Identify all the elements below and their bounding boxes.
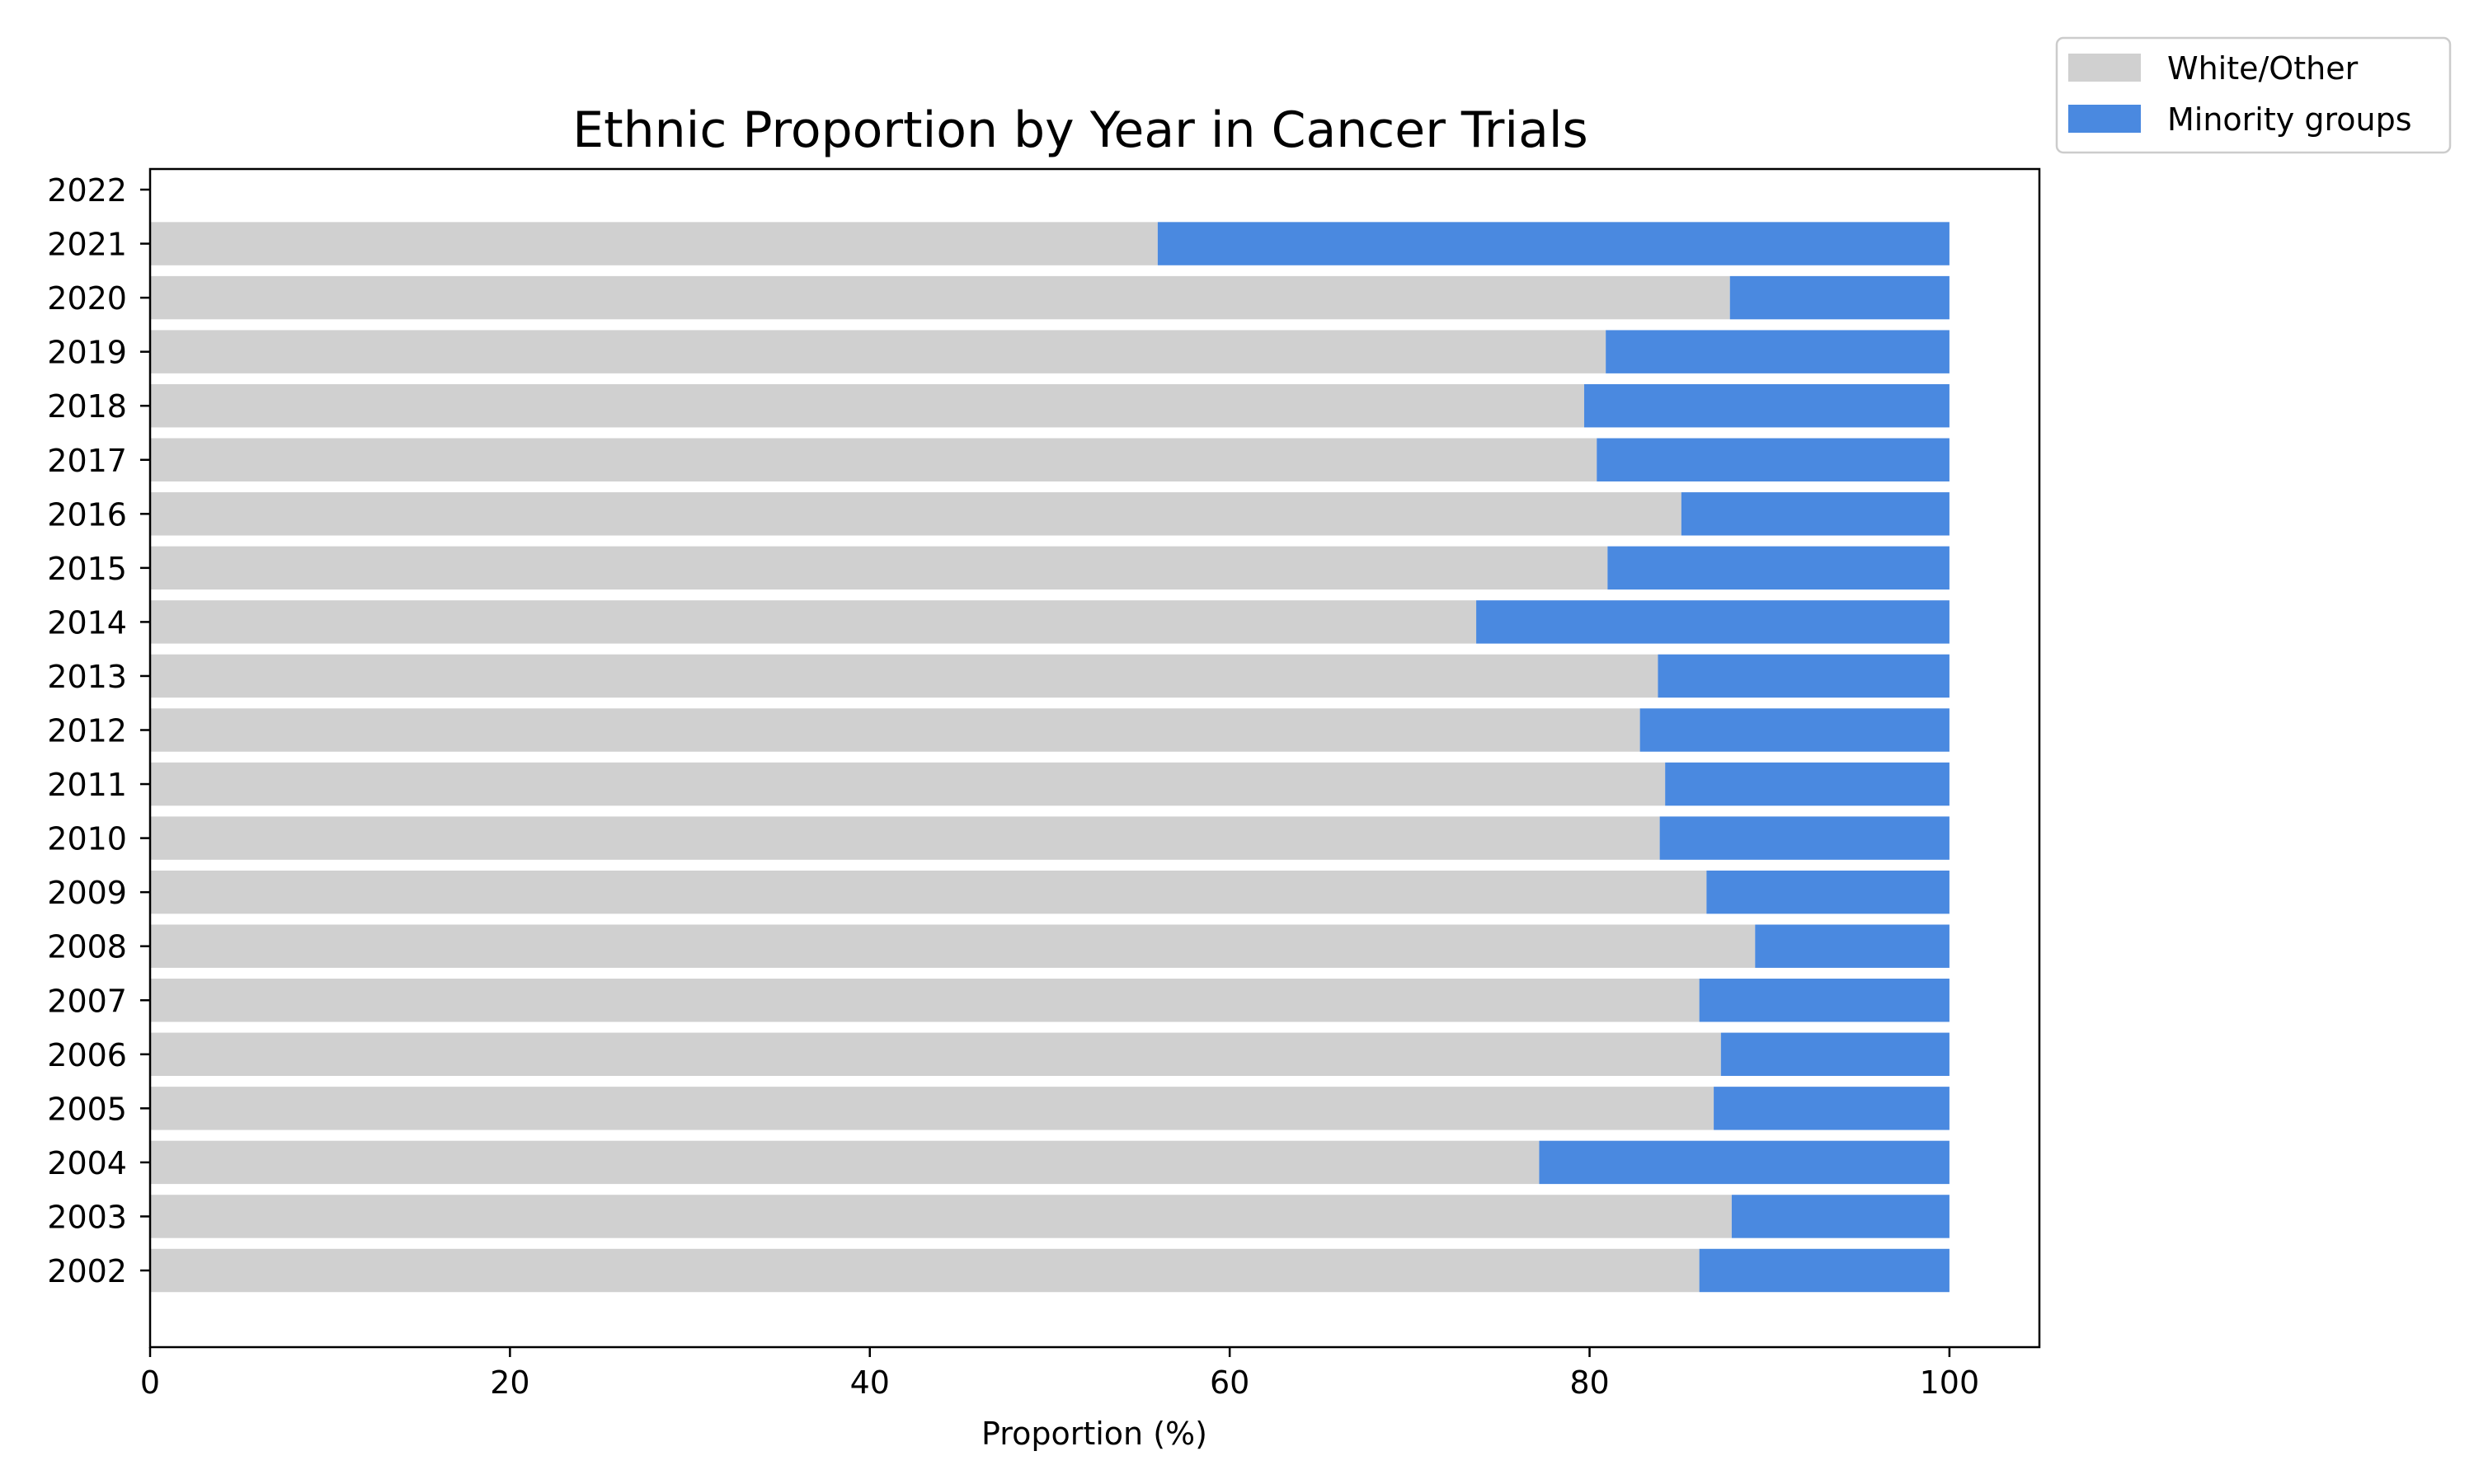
bar-minority-2003 (1731, 1195, 1950, 1238)
bar-minority-2005 (1714, 1087, 1950, 1130)
legend-box (2055, 36, 2452, 154)
y-tick-label: 2009 (47, 875, 127, 911)
bar-white-other-2005 (150, 1087, 1714, 1130)
bar-white-other-2008 (150, 924, 1756, 968)
bar-white-other-2003 (150, 1195, 1732, 1238)
y-tick-label: 2020 (47, 280, 127, 317)
bar-minority-2013 (1658, 654, 1950, 698)
bar-white-other-2013 (150, 654, 1658, 698)
y-tick-label: 2022 (47, 172, 127, 209)
y-tick-label: 2015 (47, 551, 127, 587)
y-tick-label: 2003 (47, 1199, 127, 1235)
bar-white-other-2011 (150, 762, 1666, 806)
y-tick-label: 2016 (47, 496, 127, 533)
bar-white-other-2019 (150, 330, 1606, 373)
x-tick-label: 80 (1569, 1364, 1609, 1401)
y-tick-label: 2010 (47, 821, 127, 857)
bar-minority-2010 (1659, 816, 1950, 860)
bar-white-other-2016 (150, 492, 1681, 536)
bar-white-other-2020 (150, 275, 1730, 320)
bar-white-other-2009 (150, 870, 1707, 914)
x-tick-label: 60 (1210, 1364, 1249, 1401)
bar-minority-2020 (1729, 275, 1950, 320)
x-tick-label: 40 (850, 1364, 890, 1401)
y-tick-label: 2019 (47, 335, 127, 371)
y-tick-label: 2013 (47, 659, 127, 695)
bar-white-other-2010 (150, 816, 1660, 860)
bar-white-other-2004 (150, 1140, 1540, 1185)
x-axis: 0 20 40 60 80 100 (140, 1347, 1979, 1401)
x-axis-label: Proportion (%) (981, 1416, 1207, 1452)
bar-white-other-2002 (150, 1248, 1700, 1293)
bar-white-other-2014 (150, 600, 1477, 644)
y-tick-label: 2017 (47, 443, 127, 479)
y-tick-label: 2012 (47, 713, 127, 749)
bar-minority-2006 (1720, 1032, 1950, 1077)
bar-white-other-2012 (150, 708, 1640, 752)
x-tick-label: 100 (1920, 1364, 1980, 1401)
chart-title: Ethnic Proportion by Year in Cancer Tria… (572, 101, 1588, 159)
legend-label-white-other: White/Other (2167, 50, 2359, 87)
bar-minority-2012 (1639, 708, 1950, 752)
bar-minority-2007 (1699, 979, 1950, 1022)
y-tick-label: 2021 (47, 227, 127, 263)
bar-minority-2009 (1706, 870, 1950, 914)
y-tick-label: 2014 (47, 604, 127, 641)
y-tick-label: 2002 (47, 1253, 127, 1289)
bar-minority-2021 (1157, 222, 1950, 265)
bar-minority-2017 (1597, 438, 1950, 481)
legend-swatch-minority (2068, 105, 2141, 133)
legend-label-minority: Minority groups (2167, 101, 2412, 138)
bar-minority-2015 (1607, 546, 1950, 590)
bar-minority-2019 (1606, 330, 1950, 373)
bar-white-other-2017 (150, 438, 1597, 481)
bar-white-other-2021 (150, 222, 1158, 265)
legend-swatch-white-other (2068, 54, 2141, 82)
bar-minority-2004 (1539, 1140, 1950, 1185)
bar-white-other-2007 (150, 979, 1700, 1022)
bar-minority-2014 (1476, 600, 1950, 644)
bar-minority-2018 (1583, 383, 1950, 428)
x-tick-label: 20 (490, 1364, 529, 1401)
y-tick-label: 2004 (47, 1145, 127, 1181)
bar-white-other-2018 (150, 383, 1584, 428)
y-tick-label: 2006 (47, 1037, 127, 1073)
plot-frame (148, 167, 2041, 1349)
legend: White/Other Minority groups (2055, 36, 2452, 154)
y-tick-label: 2007 (47, 983, 127, 1019)
bar-minority-2008 (1755, 924, 1950, 968)
bars-layer (150, 222, 1950, 1293)
bar-minority-2002 (1699, 1248, 1950, 1293)
bar-white-other-2006 (150, 1032, 1721, 1077)
y-tick-label: 2018 (47, 388, 127, 425)
y-axis: 2002 2003 2004 2005 2006 2007 2008 2009 2010 2011… (47, 172, 150, 1289)
y-tick-label: 2011 (47, 767, 127, 803)
bar-white-other-2015 (150, 546, 1608, 590)
y-tick-label: 2008 (47, 929, 127, 965)
bar-minority-2011 (1665, 762, 1950, 806)
x-tick-label: 0 (140, 1364, 160, 1401)
y-tick-label: 2005 (47, 1091, 127, 1127)
bar-minority-2016 (1681, 492, 1950, 536)
